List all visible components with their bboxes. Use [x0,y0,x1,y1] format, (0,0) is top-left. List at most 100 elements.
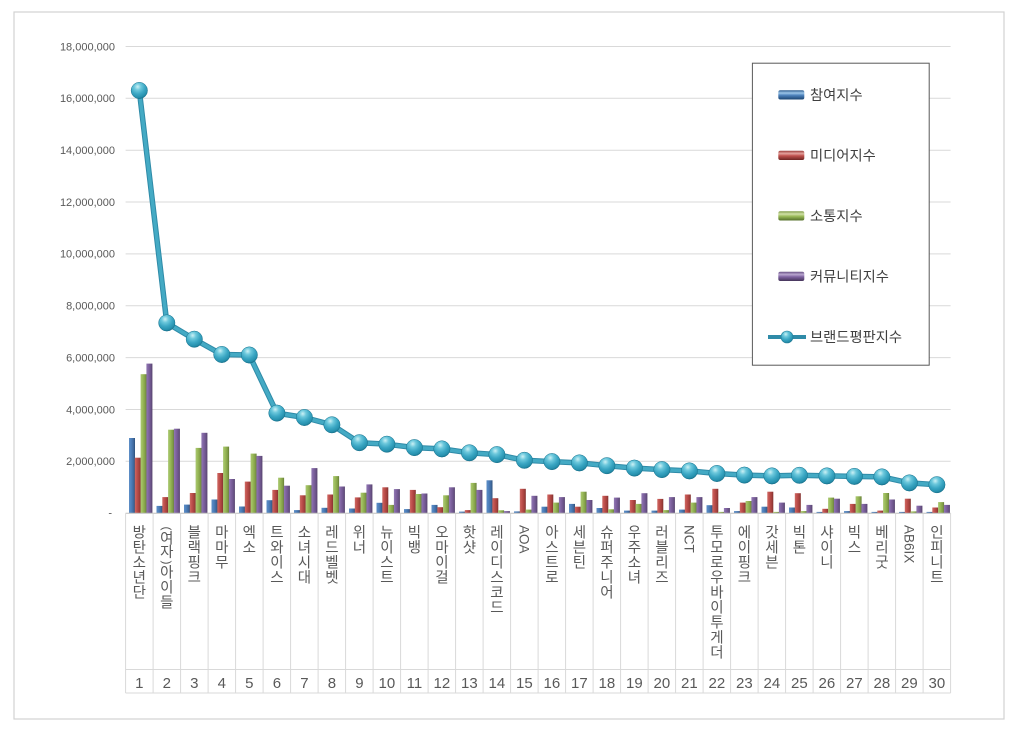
svg-text:미디어지수: 미디어지수 [810,148,876,165]
svg-text:븐: 븐 [765,556,778,572]
svg-text:11: 11 [407,675,423,692]
svg-text:핑: 핑 [738,555,751,572]
svg-text:탄: 탄 [133,540,146,557]
svg-text:17: 17 [571,675,588,692]
svg-text:트: 트 [545,556,558,572]
svg-text:리: 리 [875,540,888,557]
svg-text:25: 25 [791,675,808,692]
svg-text:이: 이 [270,555,283,572]
svg-text:니: 니 [600,570,613,587]
svg-text:(: ( [160,527,174,531]
svg-text:이: 이 [160,580,173,597]
svg-text:에: 에 [738,525,751,542]
svg-text:아: 아 [160,565,173,582]
svg-text:30: 30 [929,675,946,692]
svg-text:븐: 븐 [573,541,586,557]
svg-text:바: 바 [710,585,723,602]
svg-text:3: 3 [190,675,198,692]
svg-text:소: 소 [133,556,146,572]
svg-text:9: 9 [355,675,363,692]
svg-text:이: 이 [490,540,503,557]
svg-text:5: 5 [245,675,253,692]
svg-text:샷: 샷 [463,540,476,557]
svg-text:레: 레 [325,525,338,542]
svg-text:22: 22 [709,675,726,692]
svg-text:19: 19 [626,675,643,692]
svg-text:단: 단 [133,585,146,602]
svg-text:이: 이 [738,540,751,557]
svg-text:AOA: AOA [517,525,532,554]
svg-text:빅: 빅 [408,525,421,542]
svg-text:마: 마 [435,540,448,557]
svg-text:퍼: 퍼 [600,540,613,557]
svg-text:피: 피 [930,540,943,557]
svg-text:주: 주 [628,541,641,557]
svg-text:인: 인 [930,525,943,542]
svg-text:스: 스 [270,571,283,587]
svg-text:주: 주 [600,556,613,572]
svg-text:12,000,000: 12,000,000 [60,197,115,209]
svg-text:브랜드평판지수: 브랜드평판지수 [810,329,902,346]
svg-text:14,000,000: 14,000,000 [60,145,115,157]
svg-text:마: 마 [215,525,228,542]
svg-text:위: 위 [353,525,366,542]
svg-text:로: 로 [545,571,558,587]
svg-text:너: 너 [353,540,366,557]
svg-text:29: 29 [901,675,918,692]
svg-text:이: 이 [380,540,393,557]
svg-text:블: 블 [655,540,668,557]
svg-text:핫: 핫 [463,525,476,542]
svg-text:8,000,000: 8,000,000 [66,301,115,313]
svg-text:마: 마 [215,540,228,557]
svg-text:여: 여 [160,531,173,548]
svg-text:녀: 녀 [628,570,641,587]
svg-text:와: 와 [270,540,283,557]
svg-text:랙: 랙 [188,540,201,557]
svg-text:7: 7 [300,675,308,692]
svg-text:AB6IX: AB6IX [902,525,917,563]
svg-text:23: 23 [736,675,753,692]
svg-text:샤: 샤 [820,525,833,542]
svg-text:시: 시 [298,556,311,572]
svg-text:뱅: 뱅 [408,540,421,557]
svg-text:굿: 굿 [875,556,888,572]
svg-text:아: 아 [545,525,558,542]
svg-text:소: 소 [628,556,641,572]
svg-text:4: 4 [218,675,226,692]
svg-text:소: 소 [243,541,256,557]
svg-text:16: 16 [544,675,561,692]
svg-text:우: 우 [710,571,723,587]
svg-text:트: 트 [930,571,943,587]
svg-text:20: 20 [654,675,671,692]
svg-text:리: 리 [655,555,668,572]
svg-text:빅: 빅 [793,525,806,542]
svg-text:블: 블 [188,525,201,542]
svg-text:니: 니 [930,555,943,572]
svg-text:6: 6 [273,675,281,692]
svg-text:13: 13 [461,675,478,692]
svg-text:투: 투 [710,526,723,542]
svg-text:세: 세 [573,525,586,542]
svg-text:레: 레 [490,525,503,542]
svg-text:12: 12 [434,675,451,692]
svg-text:스: 스 [380,556,393,572]
svg-text:베: 베 [875,525,888,542]
svg-text:15: 15 [516,675,533,692]
svg-text:소: 소 [298,526,311,542]
svg-text:더: 더 [710,645,723,662]
svg-text:28: 28 [874,675,891,692]
svg-text:스: 스 [545,541,558,557]
svg-text:들: 들 [160,596,173,612]
svg-text:녀: 녀 [298,540,311,557]
svg-text:NCT: NCT [682,525,697,553]
svg-text:6,000,000: 6,000,000 [66,352,115,364]
svg-text:디: 디 [490,555,503,572]
svg-text:즈: 즈 [655,571,668,587]
svg-text:모: 모 [710,541,723,557]
svg-text:8: 8 [328,675,336,692]
svg-text:10,000,000: 10,000,000 [60,249,115,261]
svg-text:드: 드 [325,541,338,557]
svg-text:어: 어 [600,585,613,602]
svg-text:로: 로 [710,556,723,572]
svg-text:커뮤니티지수: 커뮤니티지수 [810,269,889,286]
